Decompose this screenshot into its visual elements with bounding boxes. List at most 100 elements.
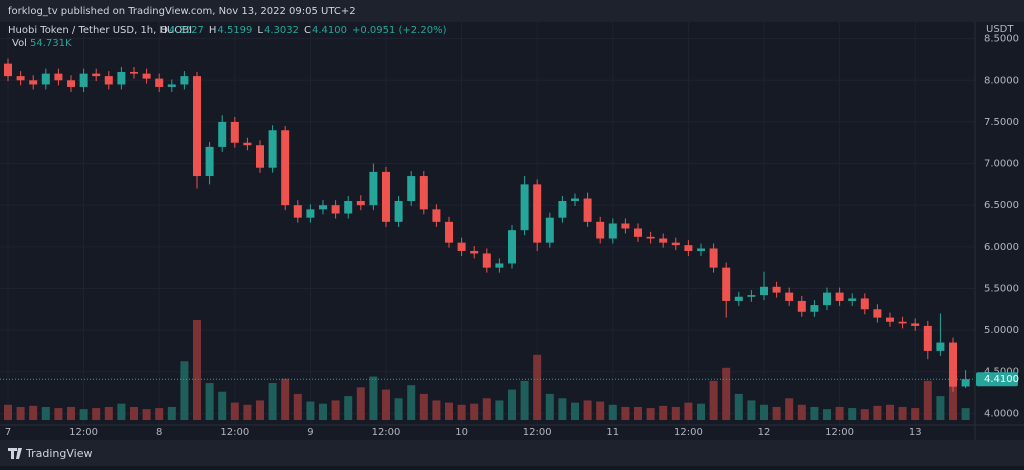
x-tick-label: 12:00 — [523, 427, 552, 438]
candle-body — [457, 242, 466, 251]
volume-bar — [810, 406, 819, 420]
volume-bar — [848, 408, 857, 420]
candle-body — [886, 317, 894, 322]
volume-bar — [835, 406, 844, 420]
volume-bar — [104, 406, 113, 420]
y-tick-label: 7.5000 — [984, 117, 1019, 128]
volume-bar — [671, 406, 680, 420]
currency: USDT — [986, 24, 1014, 35]
volume-bar — [41, 406, 50, 420]
volume-bar — [306, 401, 315, 420]
candle-body — [545, 217, 554, 243]
x-tick-label: 12 — [758, 427, 771, 438]
candle-body — [331, 205, 340, 214]
candle-body — [356, 201, 365, 206]
volume-bar — [16, 406, 25, 420]
candle-body — [634, 228, 642, 237]
candle-body — [319, 205, 327, 210]
volume-bar — [281, 378, 290, 420]
candle-body — [823, 292, 831, 306]
candle-body — [860, 298, 869, 310]
legend-change: +0.0951 (+2.20%) — [352, 25, 447, 36]
candle-body — [470, 250, 479, 254]
candle-body — [508, 230, 516, 264]
volume-bar — [571, 402, 579, 420]
volume-bar — [79, 409, 88, 420]
volume-bar — [130, 406, 138, 420]
candle-body — [218, 121, 227, 147]
candle-body — [709, 248, 718, 268]
x-tick-label: 7 — [5, 427, 11, 438]
candle-body — [41, 73, 50, 85]
volume-bar — [293, 393, 302, 420]
candle-body — [646, 236, 655, 239]
candle-body — [230, 121, 239, 143]
volume-bar — [898, 406, 907, 420]
candle-body — [961, 379, 970, 387]
symbol: Huobi Token / Tether USD, 1h, HUOBI — [8, 25, 192, 36]
volume-bar — [117, 403, 126, 420]
volume-bar — [331, 400, 340, 420]
volume-bar — [533, 354, 542, 420]
legend-key: H — [209, 25, 217, 36]
candle-body — [734, 296, 743, 301]
x-tick-label: 10 — [455, 427, 468, 438]
candle-body — [79, 73, 88, 87]
volume-key: Vol — [12, 38, 27, 49]
candle-body — [923, 325, 932, 351]
volume-bar — [621, 406, 630, 420]
legend-key: O — [160, 25, 168, 36]
candle-body — [671, 242, 680, 246]
candle-body — [4, 63, 12, 77]
volume-bar — [634, 406, 642, 420]
x-tick-label: 8 — [156, 427, 162, 438]
candle-body — [67, 80, 75, 87]
candle-body — [306, 209, 315, 218]
candle-body — [722, 267, 731, 301]
volume-bar — [747, 400, 756, 420]
legend-value: 4.3032 — [264, 25, 299, 36]
footer-bar — [0, 440, 1024, 466]
candle-body — [810, 305, 819, 312]
logo — [8, 448, 22, 459]
y-tick-label: 4.0000 — [984, 408, 1019, 419]
y-tick-label: 6.0000 — [984, 242, 1019, 253]
volume-bar — [482, 398, 491, 420]
x-tick-label: 12:00 — [372, 427, 401, 438]
last-price-label: 4.4100 — [984, 374, 1019, 385]
candle-body — [697, 248, 705, 251]
volume-bar — [419, 393, 428, 420]
volume-bar — [54, 408, 63, 420]
volume-bar — [583, 400, 592, 420]
candle-body — [167, 84, 176, 87]
volume-bar — [356, 387, 365, 420]
candle-body — [747, 295, 756, 297]
volume-bar — [193, 320, 201, 420]
candle-body — [760, 286, 768, 296]
legend-key: C — [304, 25, 311, 36]
candle-body — [369, 171, 378, 206]
volume-bar — [520, 380, 529, 420]
candle-body — [180, 76, 189, 85]
candle-body — [256, 145, 264, 168]
candle-body — [571, 198, 579, 202]
volume-bar — [382, 389, 390, 420]
candle-body — [621, 223, 630, 229]
candle-body — [130, 71, 138, 74]
y-tick-label: 5.0000 — [984, 325, 1019, 336]
candle-body — [16, 76, 25, 81]
candle-body — [29, 80, 38, 85]
volume-bar — [709, 380, 718, 420]
volume-bar — [457, 404, 466, 420]
candle-body — [445, 221, 453, 243]
x-tick-label: 12:00 — [825, 427, 854, 438]
candle-body — [268, 130, 277, 168]
volume-bar — [92, 408, 101, 420]
candle-body — [936, 342, 945, 351]
volume-bar — [369, 376, 378, 420]
volume-bar — [344, 396, 353, 420]
volume-bar — [243, 404, 252, 420]
candle-body — [495, 263, 504, 268]
